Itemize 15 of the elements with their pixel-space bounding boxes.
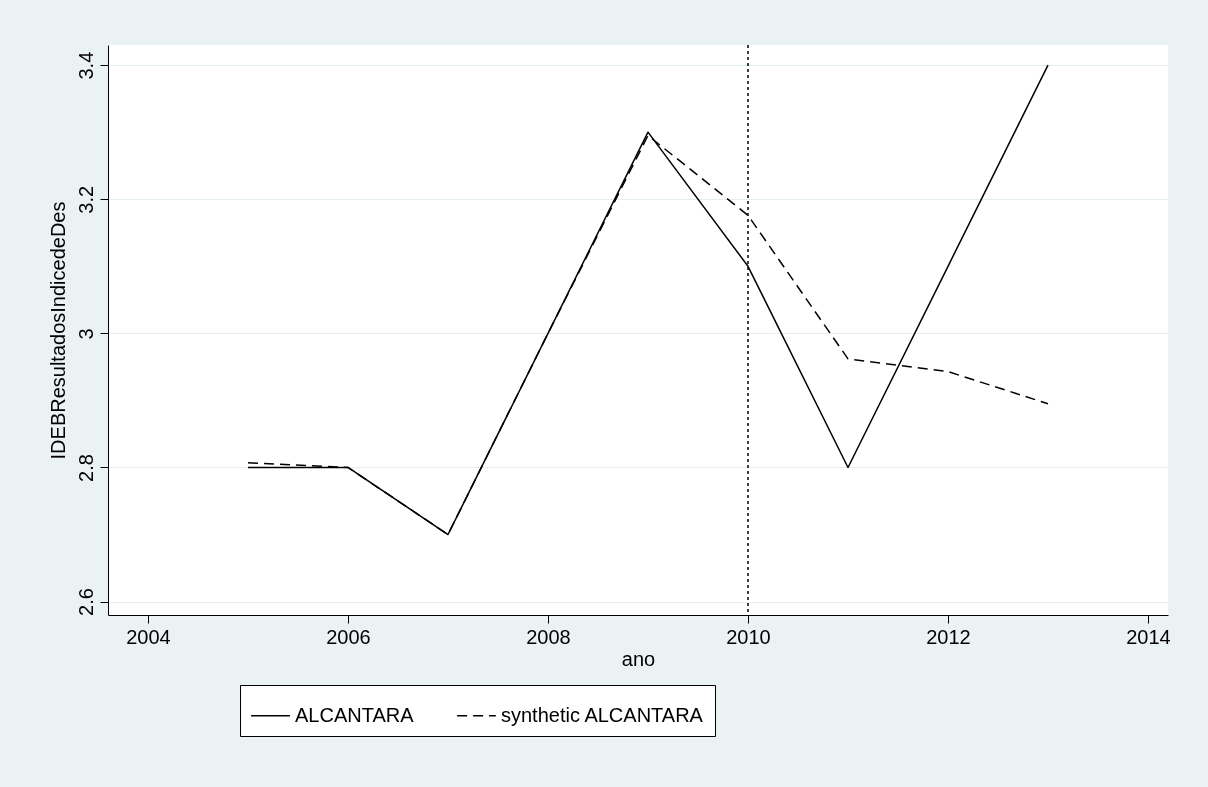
x-tick-label: 2014 xyxy=(1126,625,1171,648)
legend-label: synthetic ALCANTARA xyxy=(501,703,704,726)
x-tick-label: 2012 xyxy=(926,625,971,648)
y-tick-label: 3.2 xyxy=(74,185,97,214)
y-tick-label: 2.6 xyxy=(74,588,97,616)
x-axis-title: ano xyxy=(621,647,656,670)
legend-label: ALCANTARA xyxy=(295,703,415,726)
x-tick-label: 2008 xyxy=(526,625,571,648)
y-tick-label: 3 xyxy=(74,328,97,340)
x-tick-label: 2010 xyxy=(726,625,771,648)
y-tick-label: 3.4 xyxy=(74,51,97,80)
x-tick-label: 2006 xyxy=(326,625,371,648)
x-tick-label: 2004 xyxy=(126,625,171,648)
y-axis-title: IDEBResultadosIndicedeDes xyxy=(46,201,69,460)
y-tick-label: 2.8 xyxy=(74,454,97,482)
